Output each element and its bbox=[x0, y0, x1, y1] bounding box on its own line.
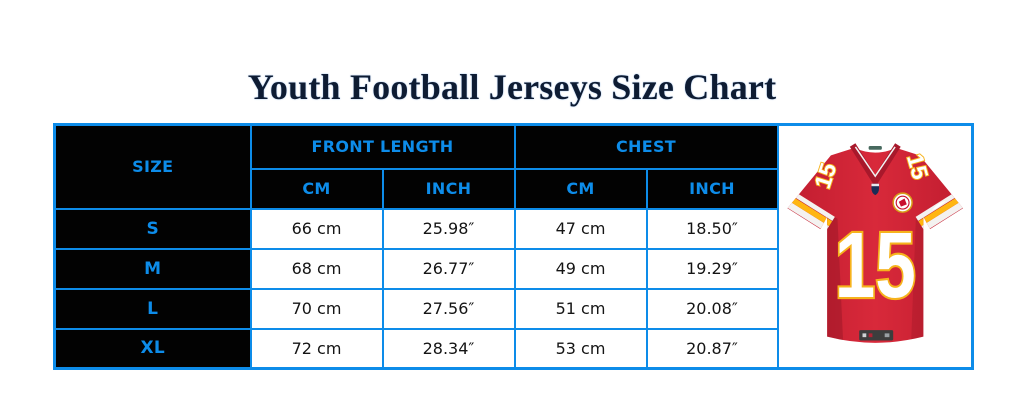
jersey-photo: 15 15 15 bbox=[776, 123, 974, 370]
front-length-header: FRONT LENGTH bbox=[249, 123, 516, 170]
size-label-xl: XL bbox=[53, 327, 252, 370]
chest-cm-value: 49 cm bbox=[513, 247, 648, 290]
front-length-cm-value: 72 cm bbox=[249, 327, 384, 370]
jersey-illustration: 15 15 15 bbox=[786, 142, 963, 343]
left-sleeve-stripes bbox=[786, 189, 835, 232]
chest-cm-value: 53 cm bbox=[513, 327, 648, 370]
front-length-cm-value: 66 cm bbox=[249, 207, 384, 250]
chest-cm-header: CM bbox=[513, 167, 648, 210]
size-label-l: L bbox=[53, 287, 252, 330]
chest-inch-value: 18.50″ bbox=[645, 207, 779, 250]
front-length-inch-value: 27.56″ bbox=[381, 287, 516, 330]
chest-inch-value: 20.87″ bbox=[645, 327, 779, 370]
size-chart-table: SIZE FRONT LENGTH CHEST bbox=[53, 123, 974, 370]
front-length-inch-value: 28.34″ bbox=[381, 327, 516, 370]
table-row-xl: XL 72 cm 28.34″ 53 cm 20.87″ bbox=[53, 327, 973, 370]
jock-tag bbox=[858, 329, 893, 340]
front-length-cm-value: 70 cm bbox=[249, 287, 384, 330]
front-length-inch-value: 25.98″ bbox=[381, 207, 516, 250]
chiefs-patch-icon bbox=[891, 191, 913, 213]
front-length-cm-value: 68 cm bbox=[249, 247, 384, 290]
size-label-s: S bbox=[53, 207, 252, 250]
front-length-inch-header: INCH bbox=[381, 167, 516, 210]
left-shade bbox=[826, 213, 843, 342]
table-row-m: M 68 cm 26.77″ 49 cm 19.29″ bbox=[53, 247, 973, 290]
chest-header: CHEST bbox=[513, 123, 779, 170]
nike-swoosh-icon bbox=[931, 200, 946, 210]
chest-cm-value: 51 cm bbox=[513, 287, 648, 330]
chest-inch-value: 20.08″ bbox=[645, 287, 779, 330]
front-length-inch-value: 26.77″ bbox=[381, 247, 516, 290]
size-column-header: SIZE bbox=[53, 123, 252, 210]
chest-inch-value: 19.29″ bbox=[645, 247, 779, 290]
chest-cm-value: 47 cm bbox=[513, 207, 648, 250]
table-row-l: L 70 cm 27.56″ 51 cm 20.08″ bbox=[53, 287, 973, 330]
right-shade bbox=[910, 213, 923, 342]
nfl-shield-icon bbox=[870, 183, 879, 195]
table-row-s: S 66 cm 25.98″ 47 cm 18.50″ bbox=[53, 207, 973, 250]
hanger-loop bbox=[868, 145, 882, 150]
collar bbox=[849, 142, 901, 187]
jersey-body bbox=[786, 147, 963, 343]
page-title: Youth Football Jerseys Size Chart bbox=[247, 67, 777, 108]
size-label-m: M bbox=[53, 247, 252, 290]
chest-inch-header: INCH bbox=[645, 167, 779, 210]
size-chart: SIZE FRONT LENGTH CHEST bbox=[53, 123, 974, 370]
front-length-cm-header: CM bbox=[249, 167, 384, 210]
collar-piping bbox=[854, 146, 896, 178]
chest-number: 15 bbox=[834, 213, 915, 317]
